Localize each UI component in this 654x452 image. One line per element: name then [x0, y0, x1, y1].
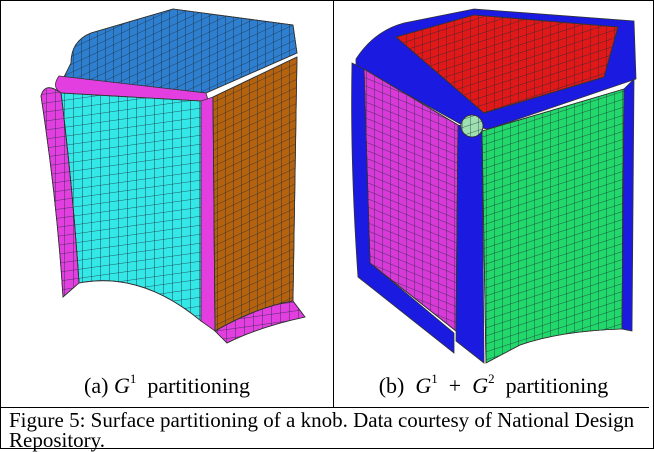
superscript: 1	[431, 371, 438, 386]
mesh-image	[1, 1, 333, 407]
superscript: 1	[130, 371, 137, 386]
caption-text: partitioning	[147, 373, 250, 398]
panel-label: (b)	[379, 373, 405, 398]
panel-label: (a)	[84, 373, 108, 398]
panel-caption: (a) G1 partitioning	[1, 371, 333, 399]
symbol: G	[472, 373, 488, 398]
panel-a: (a) G1 partitioning	[1, 1, 334, 407]
mesh-image	[334, 1, 653, 407]
figure: (a) G1 partitioning	[0, 0, 654, 449]
panel-b: (b) G1 + G2 partitioning	[334, 1, 653, 407]
panel-caption: (b) G1 + G2 partitioning	[334, 371, 653, 399]
symbol: G	[114, 373, 130, 398]
operator: +	[449, 373, 461, 398]
figure-caption: Figure 5: Surface partitioning of a knob…	[1, 407, 649, 450]
caption-text: partitioning	[506, 373, 609, 398]
symbol: G	[415, 373, 431, 398]
superscript: 2	[488, 371, 495, 386]
